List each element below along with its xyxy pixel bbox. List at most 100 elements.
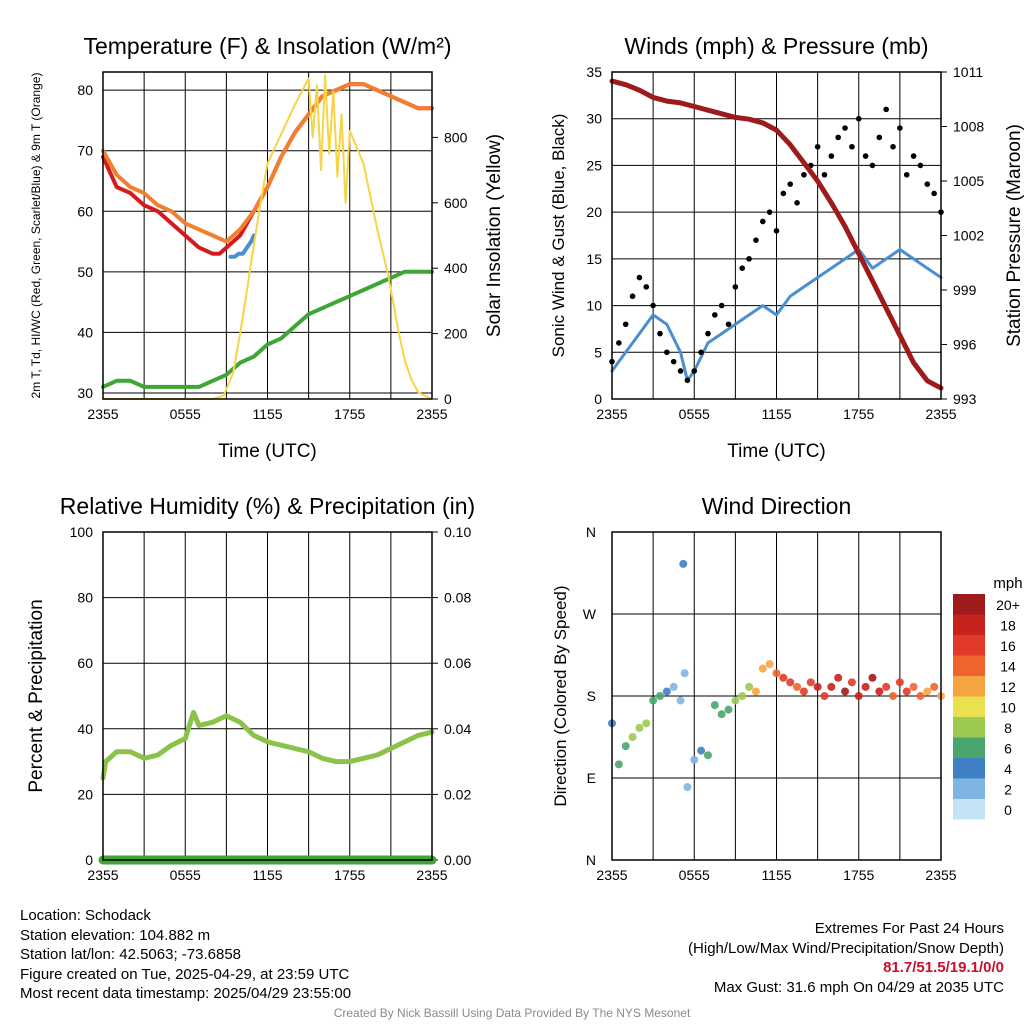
legend-label: 18	[1000, 618, 1016, 634]
legend-label: 0	[1004, 802, 1012, 818]
x-tick-label: 1155	[252, 406, 282, 422]
x-tick-label: 0555	[170, 406, 201, 422]
gust-point	[691, 368, 698, 374]
x-tick-label: 1755	[843, 867, 874, 883]
direction-point	[813, 682, 822, 691]
series-blue	[228, 233, 256, 259]
direction-point	[806, 678, 815, 687]
gust-point	[903, 171, 910, 178]
gust-point	[828, 153, 835, 159]
y2-tick-label: 993	[953, 391, 977, 407]
direction-point	[889, 692, 898, 700]
direction-point	[683, 783, 692, 792]
meteogram-figure: Temperature (F) & Insolation (W/m²)2355 0…	[26, 33, 1024, 883]
y-tick-label: 70	[77, 143, 93, 159]
direction-point	[738, 692, 747, 700]
gust-point	[814, 143, 821, 150]
y-tick-label: 80	[77, 590, 93, 606]
y-axis-label: 2m T, Td, HI/WC (Red, Green, Scarlet/Blu…	[29, 73, 43, 399]
direction-point	[820, 692, 829, 700]
gust-point	[842, 125, 848, 131]
panel-title: Wind Direction	[702, 493, 852, 519]
direction-point	[642, 719, 651, 728]
y-axis-label: Sonic Wind & Gust (Blue, Black)	[549, 114, 568, 358]
gust-point	[705, 330, 711, 337]
gust-point	[684, 377, 691, 384]
info-line: Station elevation: 104.882 m	[20, 926, 211, 944]
panel-temp: Temperature (F) & Insolation (W/m²)2355 0…	[29, 33, 505, 462]
y-tick-label: 0	[594, 391, 602, 407]
gust-point	[629, 293, 636, 300]
y2-axis-label: Solar Insolation (Yellow)	[484, 134, 505, 337]
series-blue	[610, 248, 943, 382]
info-line: Station lat/lon: 42.5063; -73.6858	[20, 946, 242, 963]
direction-point	[923, 687, 932, 696]
series-rh	[100, 709, 435, 781]
gust-point	[801, 171, 807, 178]
y-tick-label: E	[587, 770, 596, 786]
x-axis-label: Time (UTC)	[727, 441, 826, 462]
legend-title: mph	[993, 575, 1022, 592]
y-tick-label: 40	[77, 324, 93, 340]
plot-frame	[611, 71, 942, 400]
x-tick-label: 2355	[596, 406, 627, 422]
y2-tick-label: 0.04	[444, 721, 471, 737]
gust-point	[821, 171, 828, 178]
gust-point	[739, 265, 746, 272]
y-axis-label: Percent & Precipitation	[26, 599, 47, 792]
x-tick-label: 2355	[925, 406, 956, 422]
x-tick-label: 2355	[925, 867, 956, 883]
gust-point	[670, 358, 677, 365]
gust-point	[890, 143, 896, 150]
y-tick-label: 30	[586, 111, 602, 127]
x-tick-label: 1155	[252, 867, 282, 883]
direction-point	[751, 687, 760, 696]
legend-label: 20+	[996, 597, 1020, 613]
direction-point	[882, 682, 891, 691]
speed-legend: mph 20+ 18 16 14 12 10 8 6 4 2 0	[953, 575, 1023, 820]
x-tick-label: 1755	[843, 406, 874, 422]
plot-frame	[102, 531, 433, 861]
y-tick-label: 35	[586, 64, 602, 80]
x-tick-label: 2355	[87, 867, 118, 883]
y2-tick-label: 1002	[953, 228, 984, 244]
panel-title: Relative Humidity (%) & Precipitation (i…	[60, 493, 475, 519]
direction-point	[930, 682, 939, 691]
panel-title: Temperature (F) & Insolation (W/m²)	[83, 33, 451, 59]
direction-point	[724, 705, 733, 714]
direction-point	[765, 660, 774, 669]
direction-point	[854, 692, 863, 700]
gust-point	[794, 200, 800, 206]
series-green	[101, 269, 434, 389]
y-tick-label: 100	[70, 524, 94, 540]
y-tick-label: 40	[77, 721, 93, 737]
legend-label: 16	[1000, 638, 1016, 654]
direction-point	[847, 678, 856, 687]
legend-label: 4	[1004, 761, 1012, 777]
gust-point	[876, 134, 883, 141]
direction-point	[758, 664, 767, 673]
direction-point	[868, 673, 877, 682]
direction-point	[841, 687, 850, 696]
direction-point	[786, 678, 795, 687]
y2-tick-label: 1005	[953, 173, 984, 189]
direction-point	[916, 692, 925, 700]
panel-rh: Relative Humidity (%) & Precipitation (i…	[26, 493, 475, 883]
gust-point	[931, 190, 937, 197]
extremes-subtitle: (High/Low/Max Wind/Precipitation/Snow De…	[688, 939, 1004, 957]
y-axis-label: Direction (Colored By Speed)	[551, 585, 570, 806]
direction-point	[710, 701, 719, 710]
gust-point	[849, 143, 855, 150]
gust-point	[759, 218, 766, 225]
y-tick-label: 0	[85, 852, 93, 868]
plot-frame	[611, 531, 942, 861]
x-tick-label: 2355	[416, 867, 447, 883]
extremes-title: Extremes For Past 24 Hours	[814, 920, 1004, 937]
x-tick-label: 1755	[334, 867, 365, 883]
station-info: Location: Schodack Station elevation: 10…	[20, 906, 351, 1004]
max-gust: Max Gust: 31.6 mph On 04/29 at 2035 UTC	[713, 978, 1004, 996]
credit-line: Created By Nick Bassill Using Data Provi…	[333, 1006, 691, 1020]
direction-point	[902, 687, 911, 696]
y-tick-label: N	[586, 852, 596, 868]
gust-point	[883, 106, 889, 113]
